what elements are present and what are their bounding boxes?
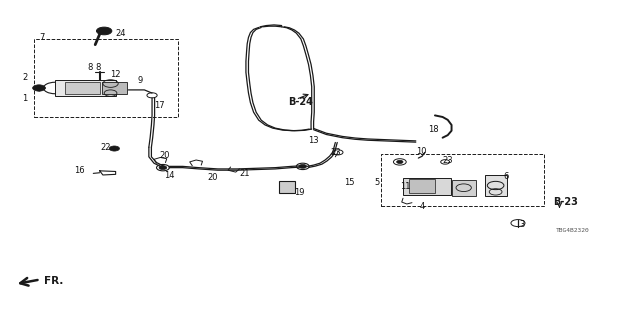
Text: 8: 8 xyxy=(88,63,93,72)
Circle shape xyxy=(109,146,120,151)
Bar xyxy=(34,39,177,117)
Bar xyxy=(403,178,451,195)
Text: 23: 23 xyxy=(442,156,453,164)
Text: 4: 4 xyxy=(420,202,425,211)
Text: 7: 7 xyxy=(40,33,45,42)
Text: 23: 23 xyxy=(330,148,340,157)
Text: B-24: B-24 xyxy=(288,97,313,107)
Circle shape xyxy=(97,27,112,35)
Bar xyxy=(484,175,507,196)
Text: TBG4B2320: TBG4B2320 xyxy=(556,228,590,233)
Text: 20: 20 xyxy=(159,151,170,160)
Text: 18: 18 xyxy=(428,125,439,134)
Bar xyxy=(279,181,295,193)
Bar xyxy=(102,82,127,94)
Text: 22: 22 xyxy=(101,143,111,152)
Text: 3: 3 xyxy=(519,220,525,229)
Circle shape xyxy=(299,164,307,168)
Text: 1: 1 xyxy=(22,94,28,103)
Text: 16: 16 xyxy=(75,166,85,175)
Text: 6: 6 xyxy=(504,172,509,181)
Circle shape xyxy=(397,160,403,164)
Text: 2: 2 xyxy=(22,73,28,82)
Bar xyxy=(55,80,116,96)
Bar xyxy=(452,180,476,196)
Text: 19: 19 xyxy=(294,188,305,197)
Text: 9: 9 xyxy=(138,76,143,85)
Text: 24: 24 xyxy=(115,29,126,38)
Text: 13: 13 xyxy=(308,136,319,145)
Bar xyxy=(410,180,435,193)
Circle shape xyxy=(33,85,45,91)
Text: 21: 21 xyxy=(239,169,250,178)
Text: 15: 15 xyxy=(344,178,355,187)
Text: 17: 17 xyxy=(154,101,164,110)
Text: B-23: B-23 xyxy=(553,197,578,207)
Text: 11: 11 xyxy=(401,182,411,191)
Bar xyxy=(65,82,100,94)
Text: 12: 12 xyxy=(110,70,121,79)
Text: 8: 8 xyxy=(95,63,100,72)
Text: FR.: FR. xyxy=(44,276,63,286)
Text: 10: 10 xyxy=(415,147,426,156)
Circle shape xyxy=(159,166,167,170)
Bar xyxy=(381,154,543,206)
Text: 14: 14 xyxy=(164,172,175,180)
Text: 20: 20 xyxy=(207,173,218,182)
Text: 5: 5 xyxy=(375,179,380,188)
